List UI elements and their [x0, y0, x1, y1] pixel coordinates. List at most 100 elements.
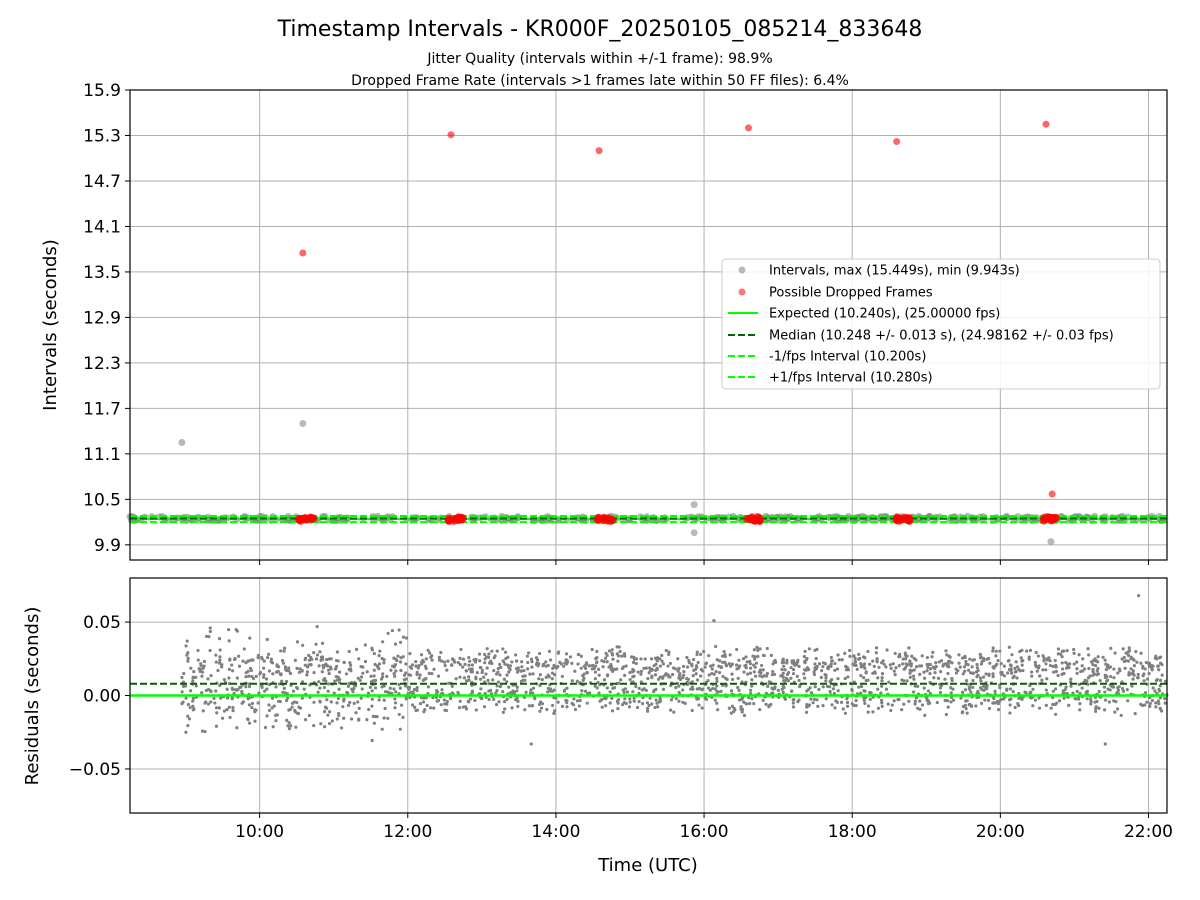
- dropped-frame-point: [595, 147, 603, 155]
- residual-point: [601, 665, 605, 669]
- residual-point: [217, 637, 222, 641]
- residual-point: [631, 667, 635, 672]
- residual-point: [872, 664, 876, 668]
- residual-point: [570, 679, 574, 683]
- residual-point: [316, 690, 320, 694]
- residual-point: [1051, 689, 1055, 693]
- residual-point: [1148, 701, 1152, 706]
- residual-point: [667, 650, 671, 654]
- residuals-marks: [130, 594, 1169, 746]
- residual-point: [573, 669, 577, 673]
- residual-point: [565, 658, 569, 663]
- residual-point: [707, 654, 711, 658]
- residual-point: [1121, 689, 1126, 693]
- residual-point: [803, 649, 807, 653]
- residual-point: [192, 670, 196, 674]
- residual-point: [325, 658, 329, 662]
- residual-point: [188, 705, 192, 710]
- y-tick-label: 12.3: [83, 354, 121, 374]
- residual-point: [464, 669, 468, 673]
- residual-point: [965, 699, 969, 703]
- residual-point: [644, 666, 648, 670]
- residual-point: [263, 725, 268, 730]
- residual-point: [639, 657, 643, 661]
- residual-point: [888, 663, 892, 667]
- residual-point: [756, 648, 760, 652]
- residual-point: [565, 705, 569, 709]
- residual-point: [415, 686, 419, 690]
- residual-point: [699, 652, 703, 656]
- residual-point: [951, 698, 956, 702]
- residual-point: [635, 705, 640, 710]
- residual-point: [1060, 655, 1064, 659]
- residual-point: [367, 707, 371, 712]
- residual-point: [401, 635, 406, 639]
- residual-point: [515, 685, 519, 689]
- residual-point: [227, 639, 231, 643]
- residual-point: [282, 649, 286, 653]
- residual-point: [677, 690, 681, 695]
- residual-point: [228, 715, 232, 720]
- residual-point: [474, 675, 478, 679]
- residual-point: [538, 709, 542, 713]
- residual-point: [603, 656, 608, 660]
- residual-point: [552, 688, 556, 692]
- residual-point: [1048, 659, 1052, 663]
- residual-point: [275, 713, 279, 717]
- residual-point: [715, 679, 719, 684]
- residual-point: [330, 719, 334, 723]
- residual-point: [483, 657, 487, 661]
- residual-point: [935, 700, 939, 705]
- residual-point: [782, 664, 786, 668]
- residual-point: [889, 666, 893, 670]
- residual-point: [274, 719, 278, 723]
- residual-point: [1154, 701, 1158, 705]
- residual-point: [862, 676, 866, 680]
- residual-point: [203, 729, 207, 734]
- residual-point: [464, 679, 469, 683]
- residual-point: [767, 680, 771, 684]
- residual-point: [1042, 659, 1046, 663]
- residual-point: [199, 662, 203, 666]
- residual-point: [740, 710, 744, 714]
- residual-point: [925, 669, 929, 673]
- residual-point: [184, 696, 188, 700]
- residual-point: [244, 660, 248, 665]
- residual-point: [358, 678, 362, 683]
- residual-point: [918, 672, 922, 676]
- residual-point: [529, 742, 533, 746]
- residual-point: [639, 680, 643, 684]
- residual-point: [654, 668, 658, 672]
- residual-point: [873, 670, 877, 674]
- residual-point: [946, 705, 950, 709]
- residual-point: [866, 704, 871, 708]
- residual-point: [877, 665, 881, 669]
- residual-point: [546, 690, 550, 694]
- residual-point: [1037, 696, 1041, 700]
- residual-point: [830, 659, 834, 663]
- residual-point: [1002, 674, 1007, 678]
- residual-point: [347, 649, 351, 654]
- residual-point: [408, 673, 413, 677]
- residual-point: [634, 661, 638, 666]
- residual-point: [320, 641, 325, 645]
- residual-point: [994, 654, 998, 658]
- residual-point: [1091, 669, 1095, 674]
- residual-point: [835, 667, 840, 671]
- residual-point: [265, 655, 270, 660]
- intervals-y-ticks: 15.915.314.714.113.512.912.311.711.110.5…: [83, 81, 130, 556]
- x-tick-label: 20:00: [976, 822, 1025, 842]
- residual-point: [577, 652, 581, 657]
- residual-point: [439, 703, 443, 707]
- residual-point: [1134, 649, 1138, 654]
- residual-point: [916, 684, 920, 688]
- residual-point: [272, 704, 276, 708]
- residual-point: [333, 667, 337, 671]
- residual-point: [710, 686, 715, 691]
- residual-point: [389, 668, 393, 672]
- residual-point: [182, 671, 186, 676]
- residual-point: [414, 664, 418, 668]
- residual-point: [829, 655, 833, 660]
- residual-point: [643, 657, 647, 661]
- residual-point: [988, 661, 992, 665]
